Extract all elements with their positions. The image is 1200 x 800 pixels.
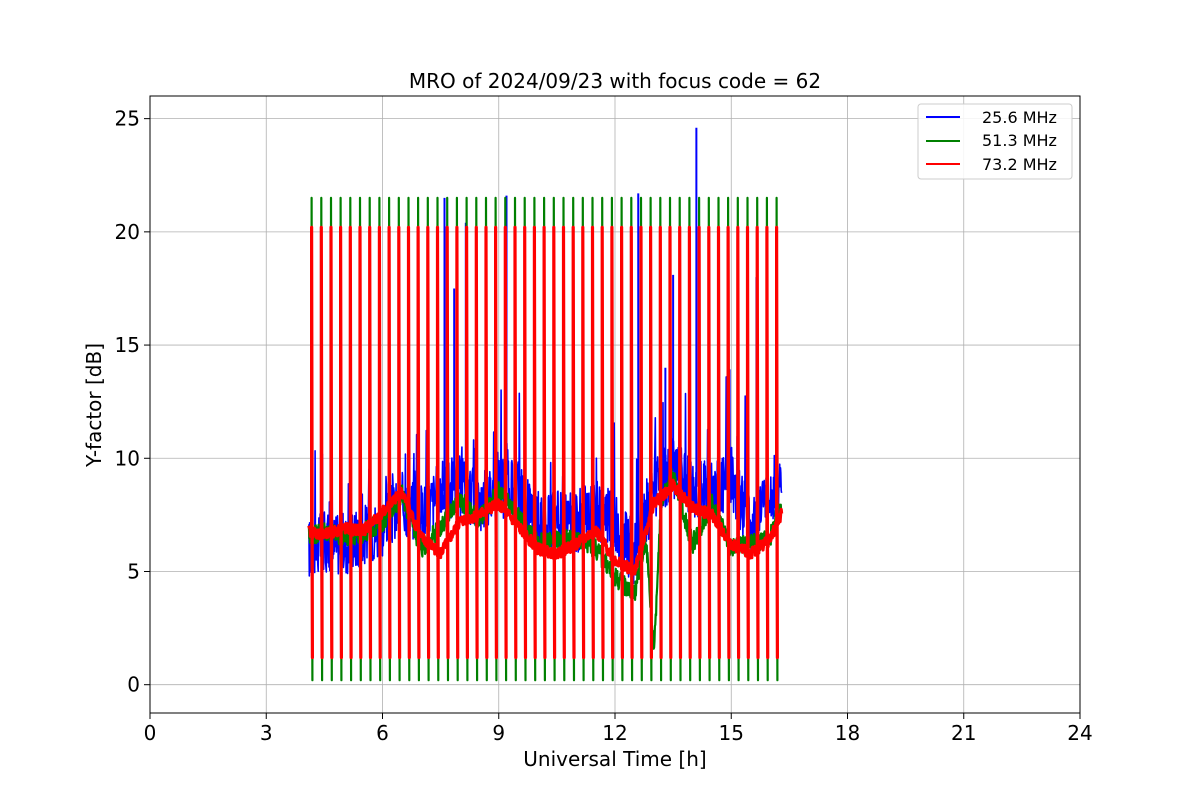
x-tick-label: 15 — [719, 721, 744, 745]
x-tick-label: 6 — [376, 721, 389, 745]
x-tick-label: 21 — [951, 721, 976, 745]
x-tick-label: 9 — [492, 721, 505, 745]
series-layer — [307, 127, 784, 682]
x-tick-label: 18 — [835, 721, 860, 745]
x-axis-label: Universal Time [h] — [523, 747, 706, 771]
y-axis-label: Y-factor [dB] — [82, 343, 106, 468]
x-tick-label: 3 — [260, 721, 273, 745]
plot-area — [307, 127, 784, 682]
legend-label-51-3: 51.3 MHz — [982, 131, 1057, 150]
y-tick-label: 15 — [115, 333, 140, 357]
legend-label-73-2: 73.2 MHz — [982, 155, 1057, 174]
x-tick-label: 24 — [1067, 721, 1092, 745]
y-tick-label: 5 — [127, 559, 140, 583]
y-tick-label: 20 — [115, 220, 140, 244]
legend-label-25-6: 25.6 MHz — [982, 108, 1057, 127]
y-tick-label: 25 — [115, 107, 140, 131]
ticks: 0 3 6 9 12 15 18 21 24 0 5 10 15 20 25 — [115, 107, 1093, 745]
x-tick-label: 12 — [602, 721, 627, 745]
legend-box — [917, 103, 1073, 180]
chart-title: MRO of 2024/09/23 with focus code = 62 — [409, 69, 821, 93]
series-line — [307, 225, 784, 660]
y-tick-label: 0 — [127, 673, 140, 697]
x-tick-label: 0 — [144, 721, 157, 745]
y-tick-label: 10 — [115, 446, 140, 470]
legend: 25.6 MHz 51.3 MHz 73.2 MHz — [917, 103, 1073, 180]
